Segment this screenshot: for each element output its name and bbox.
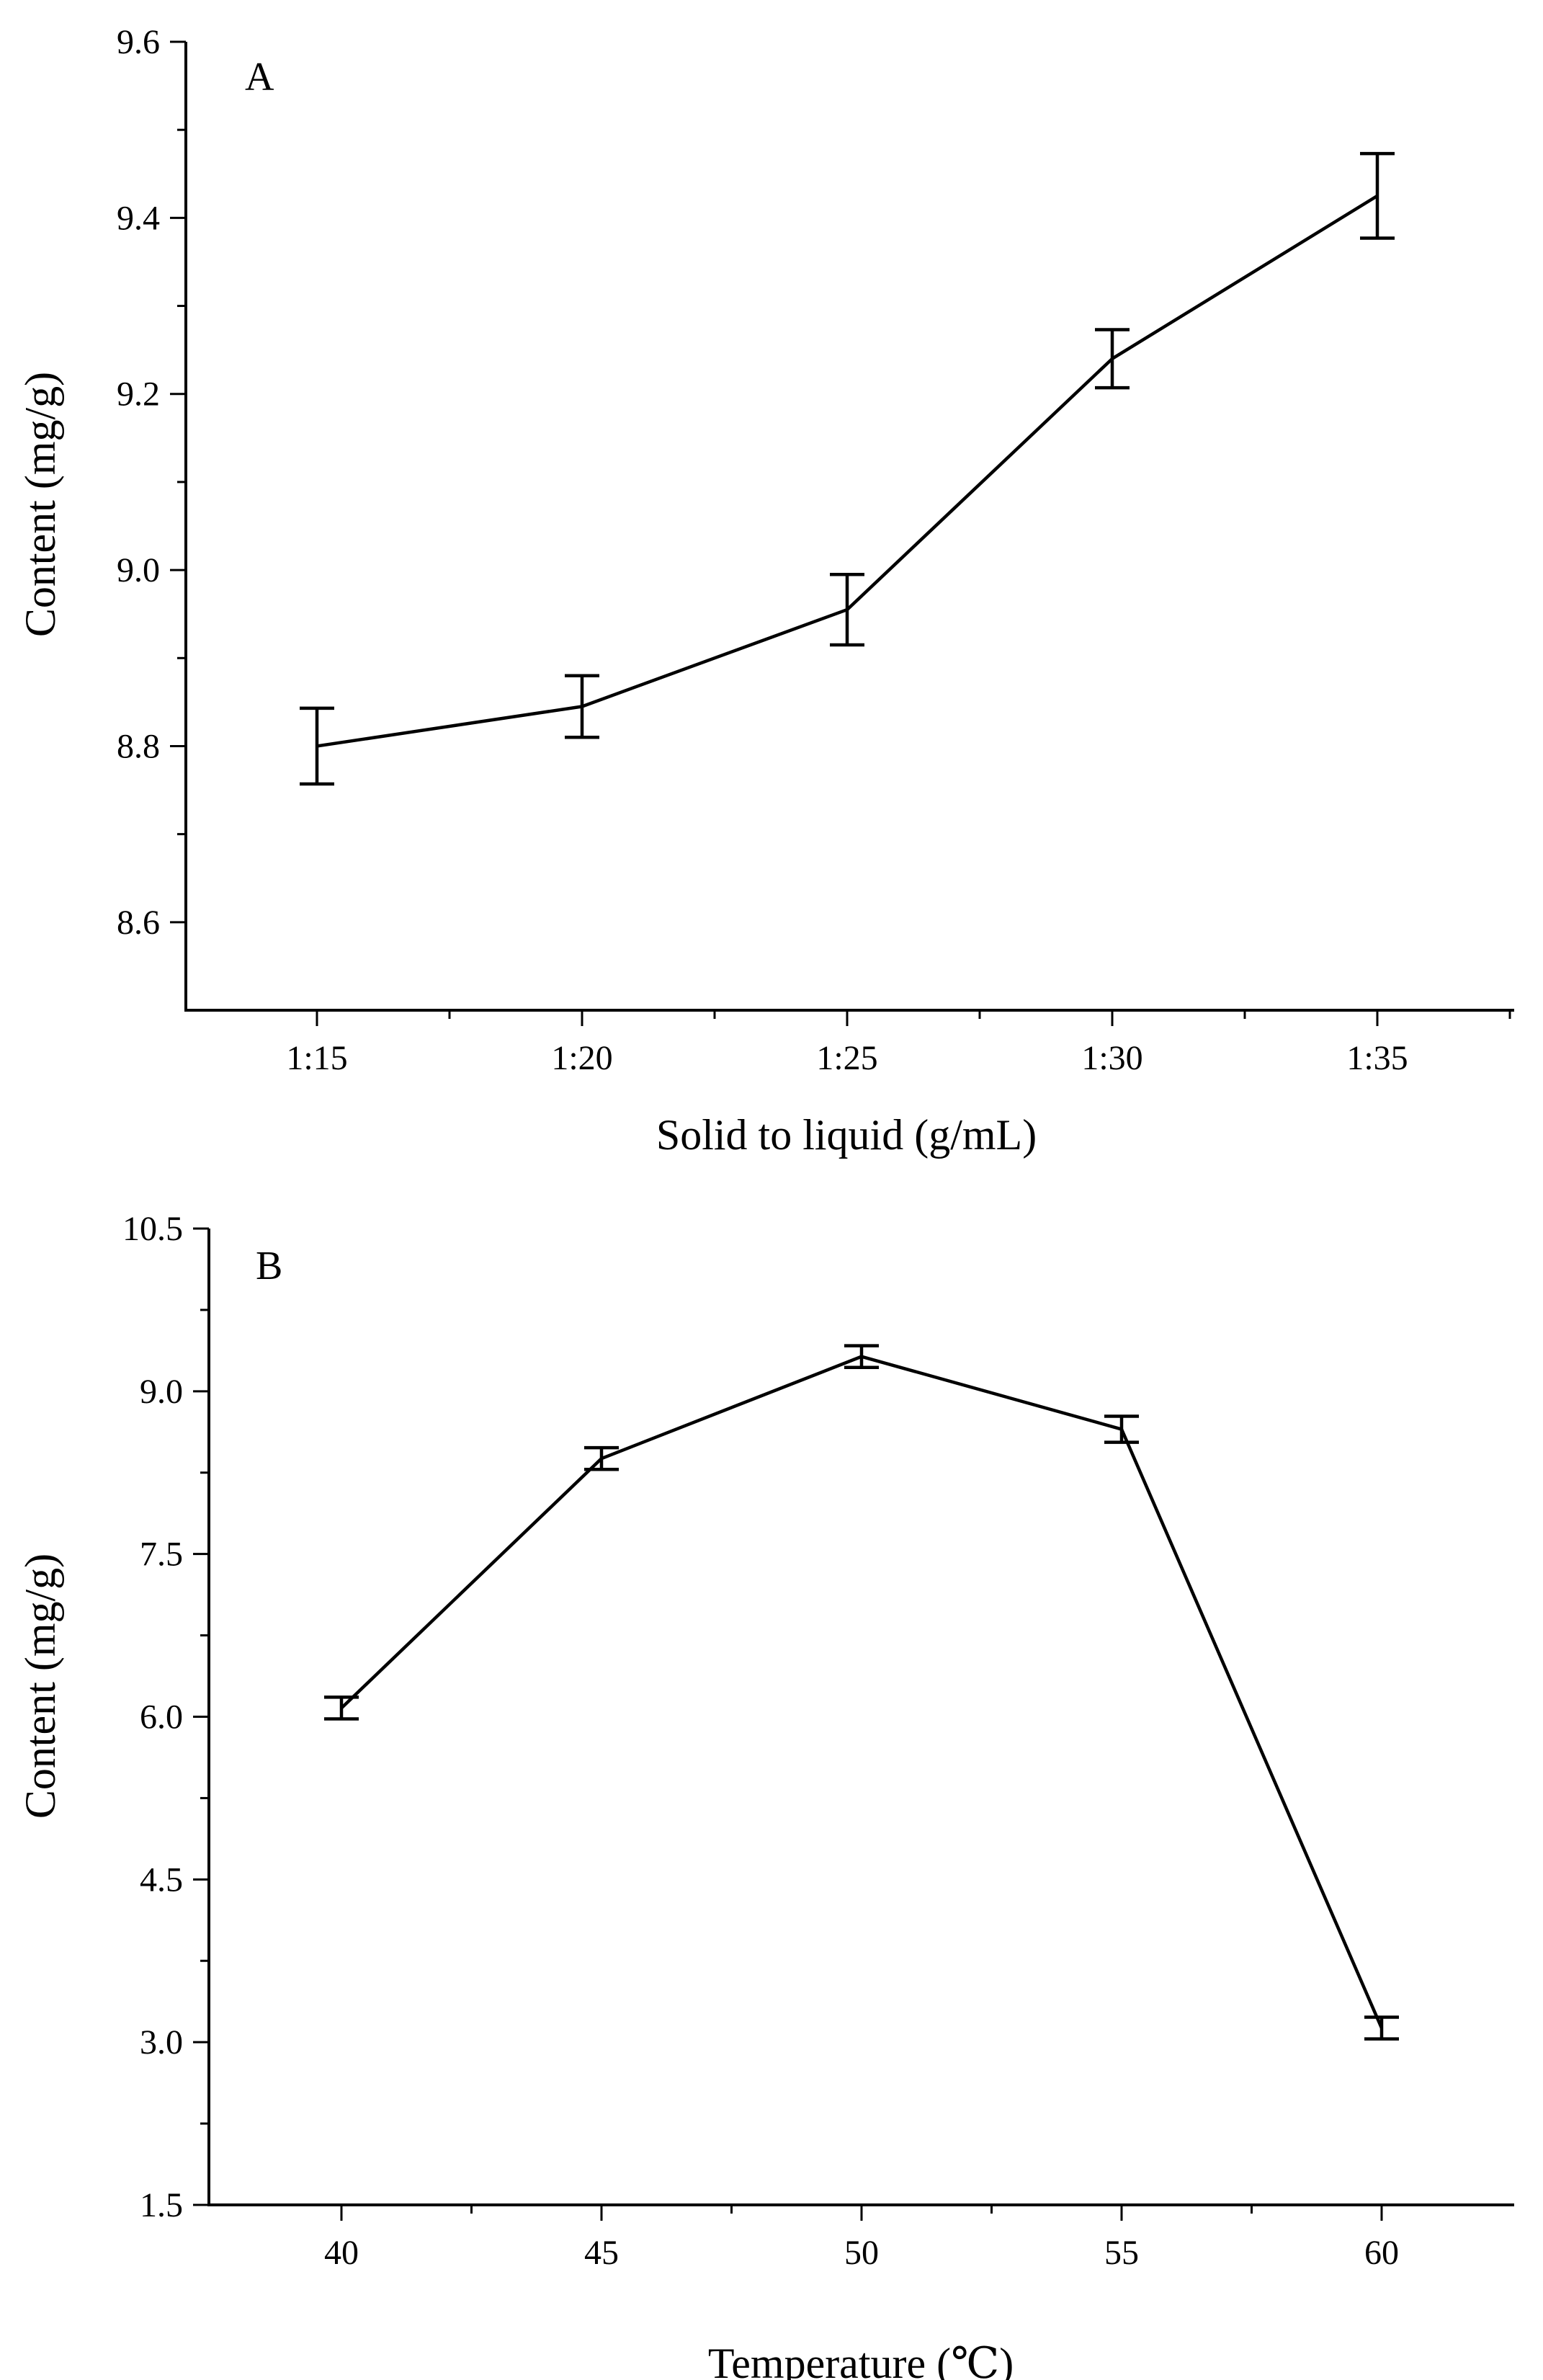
panel-a-x-tick-label: 1:30 xyxy=(1081,1039,1142,1077)
panel-b-error-bar xyxy=(1104,1414,1139,1444)
panel-b-label: B xyxy=(256,1244,282,1288)
panel-b-error-bar xyxy=(1364,2015,1399,2041)
panel-a-axes xyxy=(184,42,1514,1012)
panel-a-y-tick-label: 8.6 xyxy=(117,904,160,942)
panel-b-error-bar xyxy=(584,1445,619,1471)
panel-a-error-bar xyxy=(1095,328,1130,390)
panel-b-axes xyxy=(207,1229,1514,2206)
panel-a-error-bar xyxy=(830,572,864,647)
panel-b-x-tick-label: 55 xyxy=(1104,2234,1139,2272)
panel-a-x-tick-label: 1:35 xyxy=(1346,1039,1408,1077)
panel-b-y-axis-title: Content (mg/g) xyxy=(17,1554,64,1819)
panel-a: A Solid to liquid (g/mL) Content (mg/g) … xyxy=(17,23,1514,1159)
panel-a-y-tick-label: 9.2 xyxy=(117,375,160,414)
panel-a-y-tick-label: 9.6 xyxy=(117,23,160,61)
panel-b-x-tick-label: 60 xyxy=(1364,2234,1399,2272)
panel-a-x-axis-title: Solid to liquid (g/mL) xyxy=(656,1111,1037,1159)
panel-a-error-bar xyxy=(300,706,334,786)
panel-a-error-bar xyxy=(565,674,599,739)
panel-b-x-tick-label: 45 xyxy=(584,2234,619,2272)
panel-a-y-axis-title: Content (mg/g) xyxy=(17,372,64,637)
panel-a-error-bar xyxy=(1360,151,1395,240)
panel-a-x-tick-label: 1:25 xyxy=(816,1039,877,1077)
panel-b: B Temperature (℃) Content (mg/g) 1.5 3.0 4… xyxy=(17,1210,1514,2380)
panel-b-series-line xyxy=(340,1355,1384,2029)
panel-b-x-axis-title: Temperature (℃) xyxy=(708,2340,1014,2380)
panel-a-y-tick-label: 9.4 xyxy=(117,199,160,237)
panel-b-error-bar xyxy=(324,1695,359,1721)
panel-a-y-tick-label: 8.8 xyxy=(117,727,160,765)
panel-a-x-tick-label: 1:15 xyxy=(286,1039,347,1077)
panel-b-y-tick-label: 1.5 xyxy=(140,2186,183,2224)
panel-b-error-bar xyxy=(844,1344,879,1369)
panel-b-y-tick-label: 3.0 xyxy=(140,2023,183,2062)
panel-a-x-tick-label: 1:20 xyxy=(551,1039,612,1077)
panel-b-y-tick-label: 10.5 xyxy=(122,1210,183,1248)
panel-a-series-line xyxy=(316,194,1379,748)
panel-b-y-tick-label: 6.0 xyxy=(140,1698,183,1737)
panel-b-y-tick-label: 7.5 xyxy=(140,1536,183,1574)
panel-b-x-tick-label: 40 xyxy=(324,2234,359,2272)
panel-a-label: A xyxy=(245,55,274,99)
panel-b-x-tick-label: 50 xyxy=(844,2234,879,2272)
panel-b-y-tick-label: 4.5 xyxy=(140,1860,183,1899)
panel-b-y-tick-label: 9.0 xyxy=(140,1373,183,1411)
panel-a-y-tick-label: 9.0 xyxy=(117,551,160,589)
